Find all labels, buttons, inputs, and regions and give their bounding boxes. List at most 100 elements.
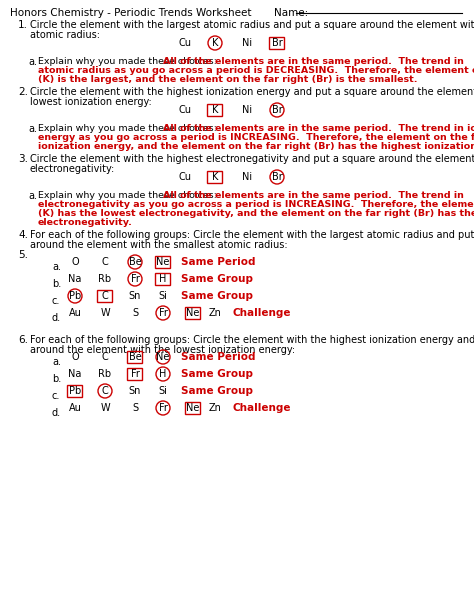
Text: Ni: Ni <box>242 105 252 115</box>
Text: W: W <box>100 403 110 413</box>
Text: Pb: Pb <box>69 386 81 396</box>
Text: d.: d. <box>52 313 61 323</box>
Text: a.: a. <box>52 357 61 367</box>
Bar <box>128 351 143 363</box>
Text: W: W <box>100 308 110 318</box>
Text: Ni: Ni <box>242 172 252 182</box>
Bar <box>208 104 222 116</box>
Bar <box>270 37 284 49</box>
Text: 3.: 3. <box>18 154 28 164</box>
Text: C: C <box>101 386 109 396</box>
Text: S: S <box>132 403 138 413</box>
Text: (K) is the largest, and the element on the far right (Br) is the smallest.: (K) is the largest, and the element on t… <box>38 75 418 84</box>
Text: Br: Br <box>272 38 283 48</box>
Text: Same Group: Same Group <box>181 274 253 284</box>
Text: Same Period: Same Period <box>181 352 255 362</box>
Text: 2.: 2. <box>18 87 28 97</box>
Text: Circle the element with the highest ionization energy and put a square around th: Circle the element with the highest ioni… <box>30 87 474 97</box>
Text: Honors Chemistry - Periodic Trends Worksheet: Honors Chemistry - Periodic Trends Works… <box>10 8 252 18</box>
Text: d.: d. <box>52 408 61 418</box>
Text: atomic radius:: atomic radius: <box>30 30 100 40</box>
Text: Fr: Fr <box>159 308 167 318</box>
Text: a.: a. <box>28 124 37 134</box>
Text: All of the elements are in the same period.  The trend in: All of the elements are in the same peri… <box>163 191 464 200</box>
Text: Si: Si <box>159 386 167 396</box>
Text: C: C <box>101 257 109 267</box>
Text: Sn: Sn <box>129 291 141 301</box>
Text: Circle the element with the largest atomic radius and put a square around the el: Circle the element with the largest atom… <box>30 20 474 30</box>
Text: Same Group: Same Group <box>181 369 253 379</box>
Text: Same Period: Same Period <box>181 257 255 267</box>
Text: Circle the element with the highest electronegativity and put a square around th: Circle the element with the highest elec… <box>30 154 474 164</box>
Text: around the element with the lowest ionization energy:: around the element with the lowest ioniz… <box>30 345 295 355</box>
Text: Challenge: Challenge <box>233 308 292 318</box>
Text: energy as you go across a period is INCREASING.  Therefore, the element on the f: energy as you go across a period is INCR… <box>38 133 474 142</box>
Text: Br: Br <box>272 105 283 115</box>
Text: Ne: Ne <box>156 257 170 267</box>
Text: Na: Na <box>68 369 82 379</box>
Text: electronegativity.: electronegativity. <box>38 218 133 227</box>
Text: Cu: Cu <box>179 105 191 115</box>
Bar <box>185 307 201 319</box>
Text: Explain why you made these choices:: Explain why you made these choices: <box>38 57 217 66</box>
Text: Zn: Zn <box>209 403 221 413</box>
Text: Si: Si <box>159 291 167 301</box>
Text: K: K <box>212 105 218 115</box>
Bar <box>155 256 171 268</box>
Text: Rb: Rb <box>99 369 111 379</box>
Bar <box>155 273 171 285</box>
Text: Name:: Name: <box>274 8 308 18</box>
Text: For each of the following groups: Circle the element with the largest atomic rad: For each of the following groups: Circle… <box>30 230 474 240</box>
Text: Ne: Ne <box>156 352 170 362</box>
Text: C: C <box>101 352 109 362</box>
Text: 1.: 1. <box>18 20 28 30</box>
Text: Ne: Ne <box>186 308 200 318</box>
Text: 4.: 4. <box>18 230 28 240</box>
Text: Ne: Ne <box>186 403 200 413</box>
Text: Be: Be <box>128 257 141 267</box>
Text: Au: Au <box>69 308 82 318</box>
Text: Explain why you made these choices:: Explain why you made these choices: <box>38 191 217 200</box>
Text: Fr: Fr <box>130 274 139 284</box>
Text: c.: c. <box>52 391 60 401</box>
Text: electronegativity as you go across a period is INCREASING.  Therefore, the eleme: electronegativity as you go across a per… <box>38 200 474 209</box>
Text: Au: Au <box>69 403 82 413</box>
Text: O: O <box>71 257 79 267</box>
Text: H: H <box>159 274 167 284</box>
Text: a.: a. <box>28 191 37 201</box>
Bar <box>67 385 82 397</box>
Text: Sn: Sn <box>129 386 141 396</box>
Text: electronegativity:: electronegativity: <box>30 164 115 174</box>
Text: Cu: Cu <box>179 38 191 48</box>
Text: Rb: Rb <box>99 274 111 284</box>
Text: Br: Br <box>272 172 283 182</box>
Text: Explain why you made these choices:: Explain why you made these choices: <box>38 124 217 133</box>
Text: c.: c. <box>52 296 60 306</box>
Text: Challenge: Challenge <box>233 403 292 413</box>
Text: H: H <box>159 369 167 379</box>
Text: lowest ionization energy:: lowest ionization energy: <box>30 97 152 107</box>
Text: Fr: Fr <box>130 369 139 379</box>
Text: K: K <box>212 38 218 48</box>
Bar <box>128 368 143 380</box>
Text: Same Group: Same Group <box>181 291 253 301</box>
Bar <box>98 290 112 302</box>
Text: Pb: Pb <box>69 291 81 301</box>
Text: Be: Be <box>128 352 141 362</box>
Text: Fr: Fr <box>159 403 167 413</box>
Text: 5.: 5. <box>18 250 28 260</box>
Text: All of the elements are in the same period.  The trend in: All of the elements are in the same peri… <box>163 57 464 66</box>
Text: ionization energy, and the element on the far right (Br) has the highest ionizat: ionization energy, and the element on th… <box>38 142 474 151</box>
Text: O: O <box>71 352 79 362</box>
Text: S: S <box>132 308 138 318</box>
Text: Same Group: Same Group <box>181 386 253 396</box>
Text: a.: a. <box>52 262 61 272</box>
Text: All of the elements are in the same period.  The trend in ionization: All of the elements are in the same peri… <box>163 124 474 133</box>
Text: b.: b. <box>52 279 61 289</box>
Text: 6.: 6. <box>18 335 28 345</box>
Text: C: C <box>101 291 109 301</box>
Text: b.: b. <box>52 374 61 384</box>
Text: a.: a. <box>28 57 37 67</box>
Text: Ni: Ni <box>242 38 252 48</box>
Text: atomic radius as you go across a period is DECREASING.  Therefore, the element o: atomic radius as you go across a period … <box>38 66 474 75</box>
